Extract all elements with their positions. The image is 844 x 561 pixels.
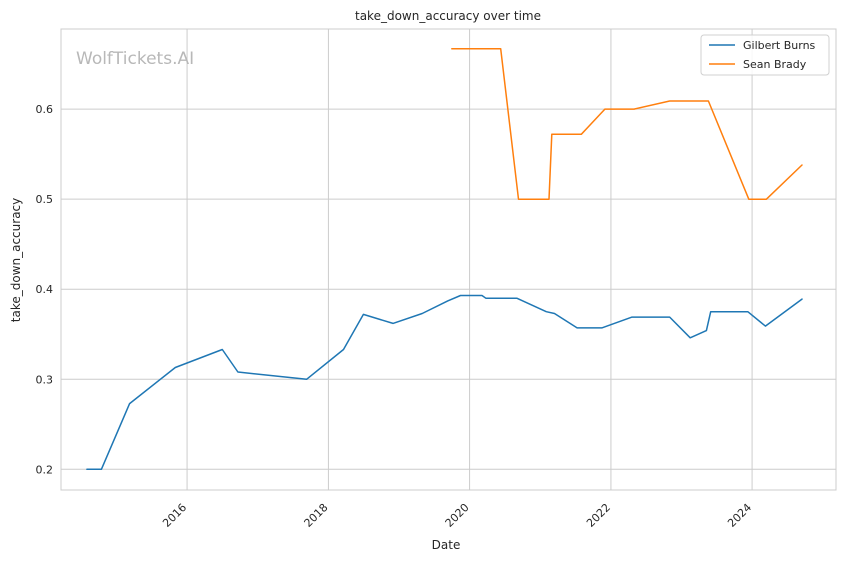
y-tick-label: 0.4	[36, 283, 54, 296]
y-axis-ticks: 0.2 0.3 0.4 0.5 0.6	[36, 103, 54, 476]
y-axis-label: take_down_accuracy	[9, 198, 23, 322]
series-line-sean-brady	[451, 48, 803, 200]
legend-label-gilbert-burns: Gilbert Burns	[743, 39, 816, 52]
y-tick-label: 0.2	[36, 463, 54, 476]
series-lines	[86, 48, 803, 471]
legend-label-sean-brady: Sean Brady	[743, 58, 807, 71]
plot-area	[60, 28, 837, 491]
watermark: WolfTickets.AI	[76, 49, 194, 69]
legend: Gilbert Burns Sean Brady	[700, 34, 830, 76]
series-line-gilbert-burns	[86, 294, 803, 471]
chart-title: take_down_accuracy over time	[355, 9, 541, 23]
x-axis-label: Date	[432, 538, 461, 552]
grid-lines	[61, 29, 836, 490]
y-tick-label: 0.6	[36, 103, 54, 116]
y-tick-label: 0.3	[36, 373, 54, 386]
y-tick-label: 0.5	[36, 193, 54, 206]
